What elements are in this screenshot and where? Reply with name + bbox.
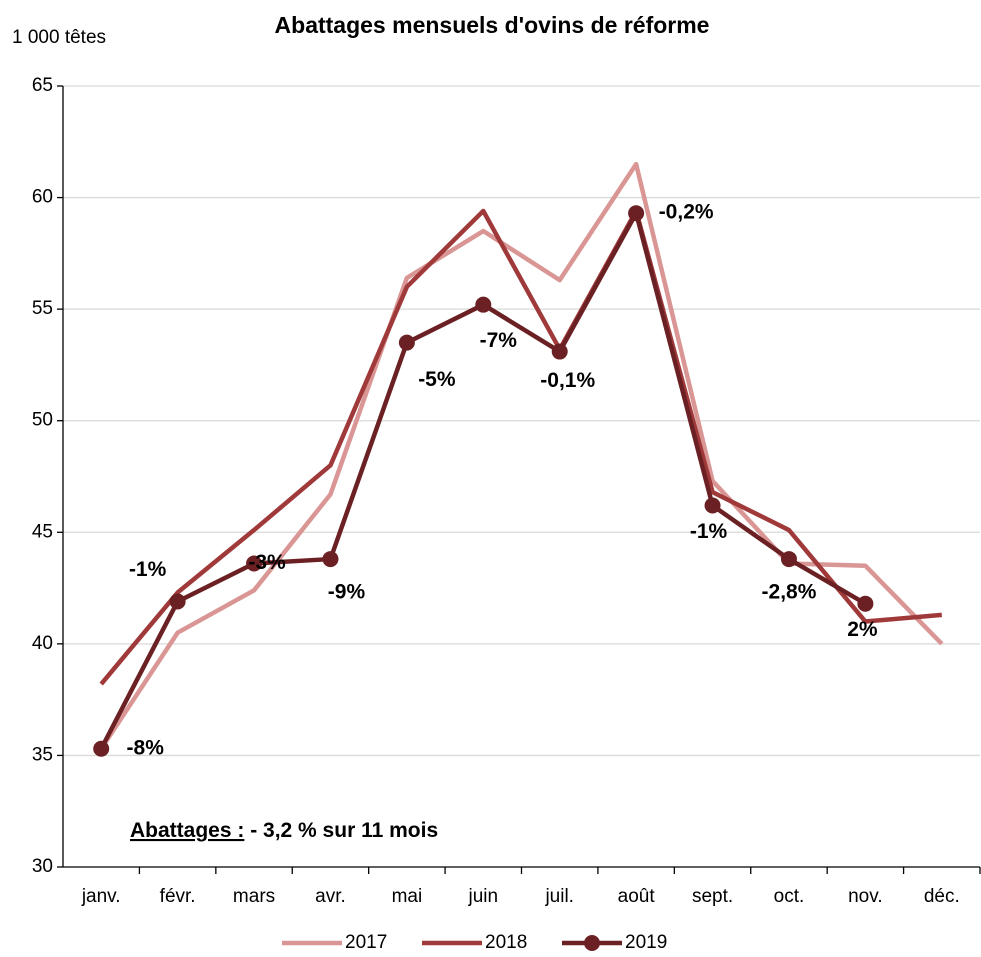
series-line bbox=[99, 208, 942, 686]
x-tick-label: juil. bbox=[544, 886, 574, 907]
x-tick-label: déc. bbox=[924, 886, 960, 907]
data-point bbox=[628, 205, 645, 222]
series-line bbox=[99, 161, 944, 750]
change-label: -1% bbox=[690, 520, 728, 543]
data-point bbox=[780, 551, 797, 568]
x-tick-label: mars bbox=[233, 886, 275, 907]
y-tick-label: 50 bbox=[32, 410, 53, 431]
annotation-text: - 3,2 % sur 11 mois bbox=[244, 819, 438, 842]
data-point bbox=[322, 551, 339, 568]
annotation-label: Abattages : bbox=[130, 819, 244, 842]
annotation: Abattages : - 3,2 % sur 11 mois bbox=[130, 819, 438, 842]
y-axis-label: 1 000 têtes bbox=[12, 27, 106, 48]
x-tick-label: oct. bbox=[774, 886, 805, 907]
data-point bbox=[246, 555, 263, 572]
legend-marker bbox=[584, 935, 600, 951]
x-tick-label: mai bbox=[392, 886, 423, 907]
x-tick-label: août bbox=[618, 886, 656, 907]
change-label: -1% bbox=[129, 558, 167, 581]
x-tick-label: juin bbox=[468, 886, 499, 907]
chart-title: Abattages mensuels d'ovins de réforme bbox=[275, 12, 710, 38]
change-label: -0,1% bbox=[540, 369, 595, 392]
change-label: 2% bbox=[847, 618, 878, 641]
series-line bbox=[99, 210, 867, 750]
y-tick-label: 60 bbox=[32, 187, 53, 208]
data-point bbox=[93, 740, 110, 757]
y-tick-label: 55 bbox=[32, 298, 53, 319]
data-point bbox=[551, 343, 568, 360]
x-tick-label: févr. bbox=[160, 886, 196, 907]
y-tick-label: 45 bbox=[32, 521, 53, 542]
y-tick-label: 30 bbox=[32, 856, 53, 877]
change-label: -8% bbox=[127, 736, 165, 759]
data-point bbox=[857, 595, 874, 612]
change-label: -2,8% bbox=[762, 581, 817, 604]
change-label: -5% bbox=[418, 368, 456, 391]
change-label: -9% bbox=[328, 581, 366, 604]
x-tick-label: janv. bbox=[81, 886, 121, 907]
data-point bbox=[169, 593, 186, 610]
x-tick-label: sept. bbox=[692, 886, 733, 907]
data-point bbox=[704, 497, 721, 514]
y-tick-label: 65 bbox=[32, 75, 53, 96]
change-label: -7% bbox=[480, 329, 518, 352]
x-tick-label: nov. bbox=[848, 886, 883, 907]
legend-label: 2019 bbox=[625, 932, 667, 953]
change-label: -3% bbox=[248, 551, 286, 574]
data-point bbox=[398, 334, 415, 351]
change-label: -0,2% bbox=[659, 201, 714, 224]
legend-label: 2018 bbox=[485, 932, 527, 953]
y-tick-label: 40 bbox=[32, 633, 53, 654]
x-tick-label: avr. bbox=[315, 886, 346, 907]
legend-label: 2017 bbox=[345, 932, 387, 953]
y-tick-label: 35 bbox=[32, 744, 53, 765]
data-point bbox=[475, 296, 492, 313]
